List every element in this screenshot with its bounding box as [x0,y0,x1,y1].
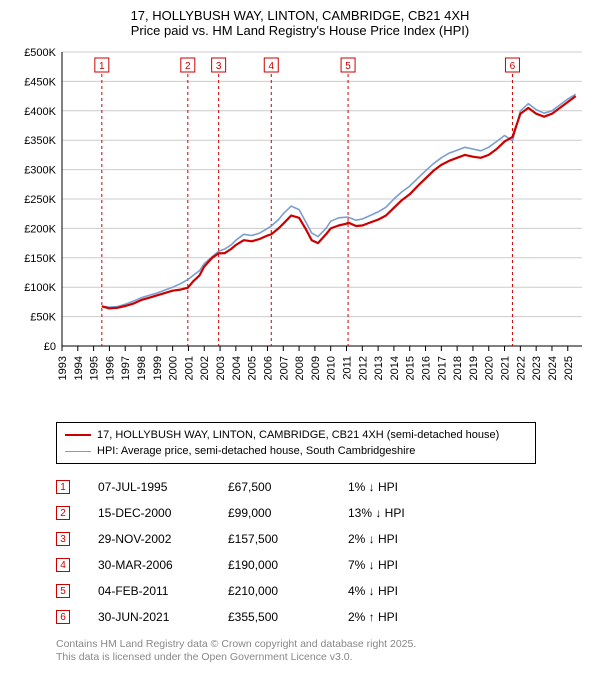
legend-swatch [65,451,91,452]
footer-line-2: This data is licensed under the Open Gov… [56,651,588,664]
chart-svg: £0 £50K £100K £150K £200K £250K £300K £350K £400… [12,46,588,416]
svg-text:2005: 2005 [247,356,259,380]
svg-text:2022: 2022 [515,356,527,380]
legend-row: HPI: Average price, semi-detached house,… [65,443,527,459]
table-row: 4 30-MAR-2006£190,0007% ↓ HPI [56,552,588,578]
svg-text:2020: 2020 [484,356,496,380]
tx-date: 30-JUN-2021 [98,610,228,624]
svg-text:1994: 1994 [73,356,85,380]
svg-text:1: 1 [99,61,105,72]
tx-price: £67,500 [228,480,348,494]
svg-text:£0: £0 [44,341,56,353]
svg-text:2010: 2010 [326,356,338,380]
svg-text:2004: 2004 [231,356,243,380]
svg-text:2002: 2002 [199,356,211,380]
title-line-1: 17, HOLLYBUSH WAY, LINTON, CAMBRIDGE, CB… [12,8,588,23]
chart-title: 17, HOLLYBUSH WAY, LINTON, CAMBRIDGE, CB… [12,8,588,38]
svg-text:2021: 2021 [500,356,512,380]
svg-text:5: 5 [345,61,351,72]
legend-label: HPI: Average price, semi-detached house,… [97,443,415,459]
svg-text:2025: 2025 [563,356,575,380]
svg-text:2011: 2011 [341,356,353,380]
price-chart: £0 £50K £100K £150K £200K £250K £300K £350K £400… [12,46,588,416]
svg-text:2024: 2024 [547,356,559,380]
tx-date: 29-NOV-2002 [98,532,228,546]
svg-text:2003: 2003 [215,356,227,380]
svg-text:2019: 2019 [468,356,480,380]
chart-legend: 17, HOLLYBUSH WAY, LINTON, CAMBRIDGE, CB… [56,422,536,464]
svg-text:2000: 2000 [168,356,180,380]
tx-diff: 13% ↓ HPI [348,506,468,520]
tx-date: 07-JUL-1995 [98,480,228,494]
svg-text:£150K: £150K [24,253,56,265]
svg-text:£300K: £300K [24,165,56,177]
svg-text:£50K: £50K [30,312,56,324]
svg-text:1996: 1996 [104,356,116,380]
svg-text:2009: 2009 [310,356,322,380]
svg-text:2008: 2008 [294,356,306,380]
tx-diff: 7% ↓ HPI [348,558,468,572]
svg-text:£400K: £400K [24,106,56,118]
svg-text:2013: 2013 [373,356,385,380]
tx-diff: 1% ↓ HPI [348,480,468,494]
svg-text:1995: 1995 [89,356,101,380]
svg-text:2: 2 [185,61,191,72]
table-row: 6 30-JUN-2021£355,5002% ↑ HPI [56,604,588,630]
tx-date: 15-DEC-2000 [98,506,228,520]
tx-price: £190,000 [228,558,348,572]
svg-text:2001: 2001 [183,356,195,380]
tx-price: £210,000 [228,584,348,598]
table-row: 1 07-JUL-1995£67,5001% ↓ HPI [56,474,588,500]
table-row: 2 15-DEC-2000£99,00013% ↓ HPI [56,500,588,526]
tx-marker: 3 [56,532,70,546]
svg-text:2015: 2015 [405,356,417,380]
tx-price: £355,500 [228,610,348,624]
svg-text:3: 3 [216,61,222,72]
svg-text:£250K: £250K [24,194,56,206]
tx-diff: 2% ↓ HPI [348,532,468,546]
title-line-2: Price paid vs. HM Land Registry's House … [12,23,588,38]
svg-text:1999: 1999 [152,356,164,380]
tx-date: 30-MAR-2006 [98,558,228,572]
svg-text:1993: 1993 [57,356,69,380]
tx-diff: 4% ↓ HPI [348,584,468,598]
legend-swatch [65,434,91,436]
table-row: 5 04-FEB-2011£210,0004% ↓ HPI [56,578,588,604]
svg-text:2012: 2012 [357,356,369,380]
tx-marker: 5 [56,584,70,598]
svg-text:6: 6 [510,61,516,72]
svg-text:2018: 2018 [452,356,464,380]
svg-text:£200K: £200K [24,223,56,235]
tx-marker: 4 [56,558,70,572]
footer-attribution: Contains HM Land Registry data © Crown c… [56,638,588,664]
svg-text:2023: 2023 [531,356,543,380]
footer-line-1: Contains HM Land Registry data © Crown c… [56,638,588,651]
legend-label: 17, HOLLYBUSH WAY, LINTON, CAMBRIDGE, CB… [97,427,499,443]
svg-text:2016: 2016 [421,356,433,380]
svg-text:£450K: £450K [24,76,56,88]
tx-date: 04-FEB-2011 [98,584,228,598]
table-row: 3 29-NOV-2002£157,5002% ↓ HPI [56,526,588,552]
tx-marker: 2 [56,506,70,520]
svg-text:1997: 1997 [120,356,132,380]
transaction-table: 107-JUL-1995£67,5001% ↓ HPI215-DEC-2000£… [56,474,588,630]
svg-text:2007: 2007 [278,356,290,380]
legend-row: 17, HOLLYBUSH WAY, LINTON, CAMBRIDGE, CB… [65,427,527,443]
svg-text:£100K: £100K [24,282,56,294]
svg-text:2017: 2017 [436,356,448,380]
svg-text:4: 4 [268,61,274,72]
svg-text:£350K: £350K [24,135,56,147]
svg-text:£500K: £500K [24,47,56,59]
tx-price: £99,000 [228,506,348,520]
svg-text:1998: 1998 [136,356,148,380]
tx-marker: 1 [56,480,70,494]
svg-text:2006: 2006 [262,356,274,380]
svg-text:2014: 2014 [389,356,401,380]
tx-price: £157,500 [228,532,348,546]
tx-marker: 6 [56,610,70,624]
tx-diff: 2% ↑ HPI [348,610,468,624]
